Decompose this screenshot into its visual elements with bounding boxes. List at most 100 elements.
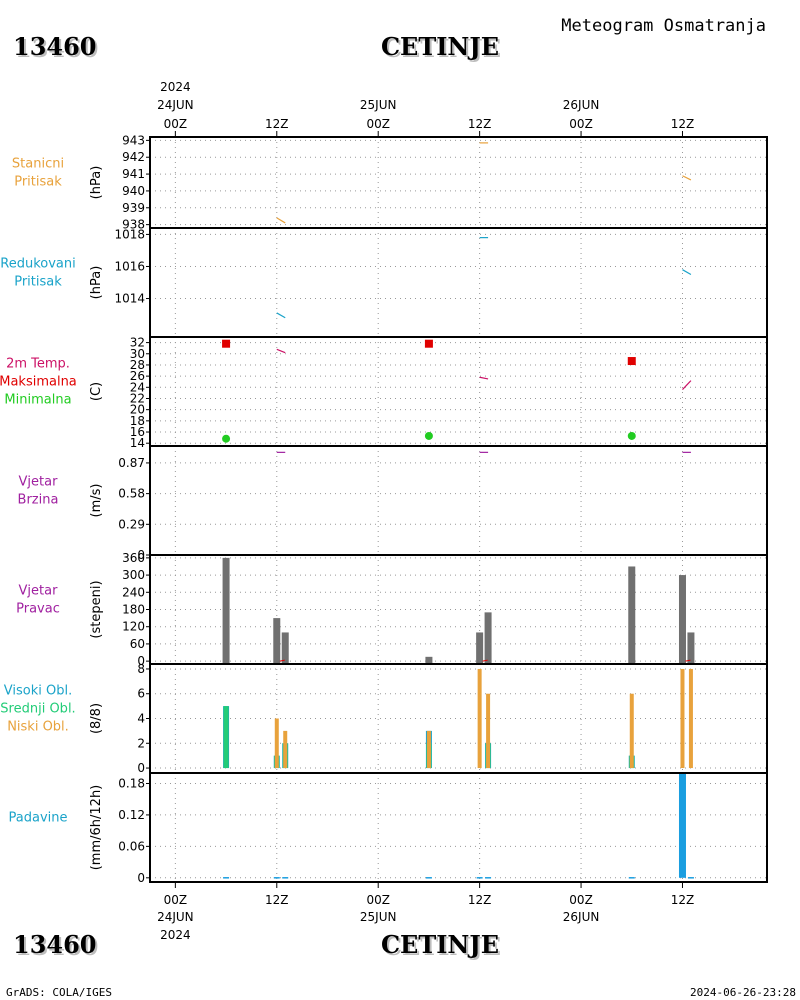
direction-mark: [279, 659, 285, 662]
panel-oblaci: 0 2 4 6 8 (8/8) Visoki Obl. Srednji Obl. Niski O…: [0, 662, 768, 775]
y-tick-label: 0: [137, 654, 145, 668]
y-tick-label: 1014: [114, 292, 145, 306]
bottom-time-tick-label: 12Z: [671, 893, 695, 907]
series-segment: [479, 376, 489, 380]
y-axis-title: (hPa): [89, 166, 104, 200]
panel-padavine: 0 0.06 0.12 0.18 (mm/6h/12h) Padavine: [9, 772, 768, 885]
top-year-label: 2024: [160, 80, 191, 94]
y-tick-label: 30: [130, 347, 145, 361]
series-segment: [682, 380, 692, 390]
station-id-header: 13460: [13, 32, 97, 61]
tmin-marker: [424, 431, 433, 440]
panel-frame: [149, 227, 768, 338]
y-tick-label: 0.58: [118, 487, 145, 501]
timestamp-text: 2024-06-26-23:28: [690, 986, 796, 999]
panel-frame: [149, 772, 768, 883]
bottom-date-label: 24JUN: [157, 910, 194, 924]
direction-bar: [273, 618, 281, 664]
y-tick-label: 32: [130, 336, 145, 350]
station-id-header-shadow: 13460: [15, 34, 99, 63]
y-tick-label: 16: [130, 425, 145, 439]
y-tick-label: 1016: [114, 259, 145, 273]
y-tick-label: 24: [130, 380, 145, 394]
y-tick-label: 942: [122, 150, 145, 164]
direction-bar: [222, 557, 230, 664]
top-time-tick-label: 00Z: [164, 117, 188, 131]
y-tick-label: 22: [130, 391, 145, 405]
y-tick-label: 0.87: [118, 456, 145, 470]
low-cloud-bar: [486, 693, 491, 769]
panel-stanicni: 938 939 940 941 942 943 (hPa) Stanicni Pritisak: [12, 133, 768, 232]
y-tick-label: 300: [122, 568, 145, 582]
meteogram-subtitle: Meteogram Osmatranja: [561, 16, 766, 36]
station-id-footer: 13460: [13, 930, 97, 959]
y-tick-label: 1018: [114, 227, 145, 241]
direction-bar: [476, 632, 484, 664]
panel-pravac: 0 60 120 180 240 300 360 (stepeni) Vjetar Pravac: [16, 551, 768, 668]
top-time-axis: 2024 00Z 24JUN 12Z 00Z 25JUN 12Z 00Z 26JUN 12Z: [157, 80, 694, 131]
y-axis-title: (8/8): [89, 703, 104, 734]
panel-frame: [149, 136, 768, 229]
top-time-tick-label: 12Z: [265, 117, 289, 131]
panel-label: Pravac: [16, 602, 60, 617]
panel-label: Pritisak: [14, 175, 62, 190]
precip-bar: [678, 773, 686, 878]
panel-redukovani: 1014 1016 1018 (hPa) Redukovani Pritisak: [0, 227, 768, 338]
series-segment: [276, 217, 286, 224]
y-axis-title: (hPa): [89, 266, 104, 300]
y-tick-label: 939: [122, 201, 145, 215]
series-segment: [276, 348, 286, 354]
y-tick-label: 941: [122, 167, 145, 181]
panel-label: Srednji Obl.: [0, 702, 75, 717]
low-cloud-bar: [680, 668, 685, 769]
direction-bar: [425, 656, 433, 664]
y-tick-label: 14: [130, 436, 145, 450]
y-tick-label: 0.18: [118, 776, 145, 790]
y-tick-label: 120: [122, 620, 145, 634]
y-axis-title: (stepeni): [89, 580, 104, 638]
tmin-marker: [222, 434, 231, 443]
tmin-marker: [627, 431, 636, 440]
bottom-time-tick-label: 12Z: [265, 893, 289, 907]
panel-frame: [149, 663, 768, 774]
direction-mark: [685, 659, 691, 662]
top-date-label: 26JUN: [563, 98, 600, 112]
series-segment: [682, 269, 692, 276]
station-id-footer-shadow: 13460: [15, 932, 99, 961]
y-tick-label: 4: [137, 712, 145, 726]
top-time-tick-label: 12Z: [671, 117, 695, 131]
low-cloud-bar: [274, 718, 279, 769]
series-segment: [276, 312, 286, 319]
panel-label: 2m Temp.: [6, 357, 70, 372]
panel-label: Vjetar: [19, 584, 59, 599]
meteogram-panels: 938939940941942943(hPa)StanicniPritisak1…: [0, 131, 768, 888]
y-axis-title: (mm/6h/12h): [89, 785, 104, 871]
panel-frame: [149, 554, 768, 665]
bottom-time-tick-label: 00Z: [366, 893, 390, 907]
y-axis-title: (C): [89, 382, 104, 401]
panel-label: Minimalna: [4, 393, 71, 408]
station-name-header: CETINJE: [381, 32, 499, 61]
panel-label: Niski Obl.: [7, 720, 69, 735]
direction-bar: [484, 612, 492, 664]
station-name-footer-shadow: CETINJE: [383, 932, 501, 961]
y-tick-label: 60: [130, 637, 145, 651]
y-tick-label: 240: [122, 585, 145, 599]
bottom-date-label: 25JUN: [360, 910, 397, 924]
y-axis-title: (m/s): [89, 484, 104, 518]
top-date-label: 25JUN: [360, 98, 397, 112]
y-tick-label: 360: [122, 551, 145, 565]
y-tick-label: 0: [137, 548, 145, 562]
y-tick-label: 0.06: [118, 839, 145, 853]
panel-label: Stanicni: [12, 157, 64, 172]
direction-bar: [281, 632, 289, 664]
panel-label: Padavine: [9, 811, 68, 826]
direction-bar: [687, 632, 695, 664]
low-cloud-bar: [283, 730, 288, 769]
panel-frame: [149, 336, 768, 447]
bottom-time-tick-label: 12Z: [468, 893, 492, 907]
y-tick-label: 180: [122, 603, 145, 617]
station-name-header-shadow: CETINJE: [383, 34, 501, 63]
